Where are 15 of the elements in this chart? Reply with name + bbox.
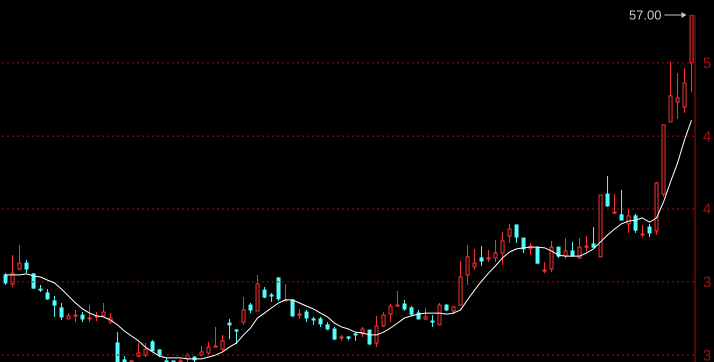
text: 3 [702, 347, 712, 362]
candlestick [480, 246, 484, 266]
text: 4 [702, 128, 712, 146]
text: 3 [702, 274, 712, 292]
candlestick [500, 231, 505, 266]
candlestick [584, 236, 589, 252]
text: 5 [702, 55, 712, 72]
text: 4 [702, 201, 712, 218]
candlestick [430, 314, 435, 328]
candlestick [466, 244, 470, 286]
candlestick [242, 296, 246, 326]
candlestick [676, 72, 680, 120]
candlestick [682, 68, 687, 114]
annotation: 57.00 [628, 8, 662, 23]
candlestick [52, 296, 57, 318]
